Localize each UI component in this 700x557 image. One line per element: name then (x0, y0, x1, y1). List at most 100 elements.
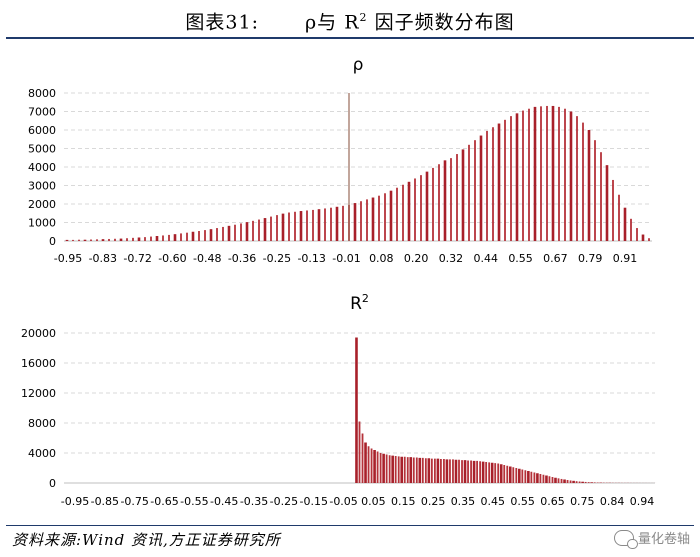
bar (510, 116, 512, 242)
bar (593, 482, 596, 483)
bar (191, 231, 195, 241)
bar (406, 457, 409, 484)
bar (162, 235, 164, 241)
bar (65, 239, 69, 241)
y-tick-label: 4000 (28, 161, 56, 174)
bar (587, 482, 590, 483)
bar (440, 459, 442, 483)
x-tick-label: -0.95 (54, 252, 82, 265)
bar (494, 463, 497, 484)
bar (445, 459, 449, 484)
bar (245, 222, 249, 241)
bar (412, 457, 415, 483)
bar (324, 208, 326, 241)
bar (114, 238, 116, 241)
bar (443, 160, 447, 241)
bar (572, 480, 575, 483)
x-tick-label: 0.75 (570, 495, 595, 508)
bar (396, 187, 398, 241)
bar (546, 105, 548, 241)
bar (415, 457, 418, 483)
bar (414, 178, 416, 241)
x-tick-label: 0.35 (451, 495, 476, 508)
bar (618, 194, 620, 241)
bar (623, 207, 627, 241)
x-tick-label: 0.94 (630, 495, 655, 508)
bar (605, 165, 609, 241)
x-tick-label: -0.95 (61, 495, 89, 508)
bar (364, 442, 367, 483)
bar (119, 238, 123, 241)
bar (258, 219, 260, 241)
x-tick-label: -0.65 (150, 495, 178, 508)
bar (551, 105, 555, 241)
bar (155, 236, 159, 241)
x-tick-label: 0.20 (404, 252, 429, 265)
bar (361, 433, 364, 483)
bar (209, 229, 213, 241)
bar (470, 460, 472, 483)
bar (476, 460, 478, 484)
bar (600, 152, 602, 241)
x-tick-label: 0.67 (543, 252, 568, 265)
x-tick-label: -0.85 (91, 495, 119, 508)
bar (317, 209, 321, 241)
bar (384, 193, 386, 241)
bar (388, 455, 391, 483)
bar (294, 211, 296, 241)
header-rule (6, 37, 694, 39)
bar (564, 108, 566, 241)
bar (180, 233, 182, 241)
bar (234, 224, 236, 241)
bar (566, 480, 569, 483)
bar (330, 207, 332, 241)
bar (306, 210, 308, 241)
x-tick-label: -0.25 (270, 495, 298, 508)
bar (536, 473, 539, 483)
bar (96, 239, 98, 241)
x-tick-label: 0.44 (474, 252, 499, 265)
bar (407, 181, 411, 241)
bar (216, 228, 218, 241)
bar (560, 478, 563, 483)
bar (554, 477, 557, 483)
bar (467, 460, 469, 483)
bar (468, 144, 470, 241)
bar (612, 179, 614, 241)
bar (335, 206, 339, 241)
bar (641, 234, 645, 241)
bar (391, 455, 394, 484)
bar (539, 474, 542, 483)
x-tick-label: -0.13 (297, 252, 325, 265)
x-tick-label: 0.05 (361, 495, 386, 508)
bar (101, 239, 105, 241)
y-tick-label: 8000 (28, 417, 56, 430)
bar (486, 130, 488, 241)
bar (533, 472, 536, 483)
bar (394, 456, 397, 483)
bar (430, 458, 433, 484)
bar (397, 456, 400, 484)
bar (204, 230, 206, 241)
y-tick-label: 16000 (21, 357, 56, 370)
rho-histogram: ρ010002000300040005000600070008000-0.95-… (28, 55, 652, 265)
bar (126, 238, 128, 241)
bar (548, 476, 551, 483)
bar (563, 479, 566, 483)
bar (524, 470, 527, 483)
x-tick-label: 0.32 (439, 252, 464, 265)
bar (299, 211, 303, 241)
bar (545, 475, 548, 483)
bar (402, 184, 404, 241)
bar (569, 480, 572, 483)
x-tick-label: 0.79 (578, 252, 603, 265)
bar (137, 237, 141, 241)
bar (78, 239, 80, 241)
y-tick-label: 12000 (21, 387, 56, 400)
bar (458, 459, 460, 483)
x-tick-label: -0.72 (123, 252, 151, 265)
bar (557, 478, 560, 483)
bar (527, 471, 530, 483)
y-tick-label: 6000 (28, 124, 56, 137)
y-tick-label: 1000 (28, 217, 56, 230)
